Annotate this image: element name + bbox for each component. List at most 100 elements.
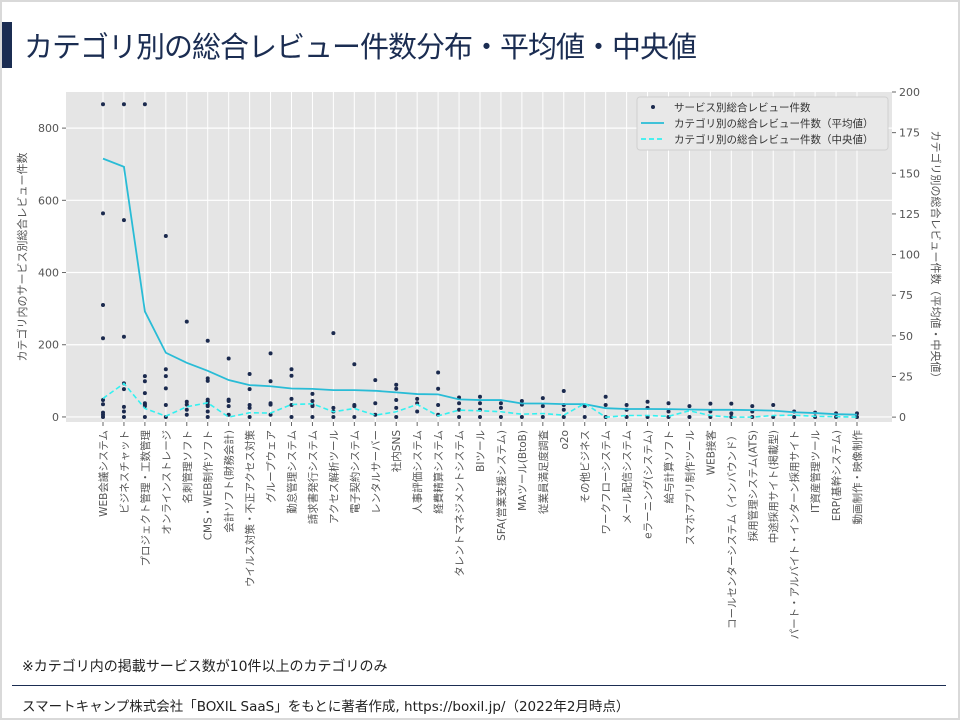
scatter-point [603,394,608,399]
x-tick-label: BIツール [475,430,487,472]
x-tick-label: SFA(営業支援システム) [495,430,508,541]
scatter-point [687,414,692,419]
y-tick-label-right: 175 [899,127,920,140]
axes: WEB会議システム ビジネスチャット プロジェクト管理・工数管理 オンラインストレージ… [38,86,920,639]
scatter-point [436,403,441,408]
scatter-point [394,386,399,391]
scatter-point [457,407,462,412]
legend-scatter-label: サービス別総合レビュー件数 [674,101,811,114]
scatter-point [268,379,273,384]
divider [12,685,946,686]
scatter-point [498,401,503,406]
scatter-point [142,374,147,379]
x-tick-label: WEB接客 [704,430,717,476]
scatter-point [666,401,671,406]
y-tick-label-right: 200 [899,86,920,99]
y-tick-label-left: 0 [52,411,59,424]
legend-scatter-marker [651,105,655,109]
legend-box [636,96,889,151]
scatter-point [729,411,734,416]
y-tick-label-right: 75 [899,289,913,302]
y-axis-label-left: カテゴリ内のサービス別総合レビュー件数 [15,153,29,362]
x-tick-label: 請求書発行システム [306,430,319,524]
x-tick-label: 名刺管理ソフト [181,430,194,504]
x-tick-label: タレントマネジメントシステム [454,430,466,577]
x-tick-label: その他ビジネス [579,430,592,504]
x-tick-label: ワークフローシステム [601,430,613,534]
scatter-point [540,404,545,409]
scatter-point [247,405,252,410]
scatter-point [729,401,734,406]
scatter-point [247,414,252,419]
scatter-point [561,407,566,412]
scatter-point [310,414,315,419]
scatter-point [666,409,671,414]
x-tick-label: MAツール(BtoB) [517,430,529,511]
x-tick-label: 給与計算ソフト [663,430,676,504]
scatter-point [373,401,378,406]
scatter-point [226,356,231,361]
scatter-point [205,404,210,409]
x-tick-label: プロジェクト管理・工数管理 [139,430,152,567]
median-line [102,382,858,418]
y-axis-label-right: カテゴリ別の総合レビュー件数（平均値・中央値） [929,131,943,384]
scatter-point [163,374,168,379]
scatter-point [373,412,378,417]
scatter-point [247,371,252,376]
scatter-point [750,404,755,409]
page-title: カテゴリ別の総合レビュー件数分布・平均値・中央値 [24,30,697,64]
legend-median-label: カテゴリ別の総合レビュー件数（中央値） [674,133,874,146]
scatter-point [268,351,273,356]
scatter-point [331,405,336,410]
scatter-point [205,409,210,414]
x-tick-label: レンタルサーバー [370,430,382,514]
scatter-point [373,378,378,383]
scatter-point [457,414,462,419]
scatter-point [352,404,357,409]
x-tick-label: 人事評価システム [411,430,424,514]
scatter-point [289,373,294,378]
x-tick-label: 会計ソフト(財務会計) [223,430,236,533]
y-tick-label-right: 150 [899,167,920,180]
y-tick-label-right: 25 [899,370,913,383]
scatter-point [163,234,168,239]
scatter-point [415,396,420,401]
scatter-point [394,414,399,419]
x-tick-label: WEB会議システム [97,430,110,517]
x-tick-label: ウイルス対策・不正アクセス対策 [244,430,257,587]
scatter-point [519,399,524,404]
scatter-point [101,303,105,308]
scatter-point [121,414,126,419]
scatter-point [331,331,336,336]
scatter-point [478,401,482,406]
scatter-point [771,403,776,408]
y-tick-label-left: 600 [38,194,59,207]
scatter-point [205,338,210,343]
scatter-point [142,414,147,419]
scatter-point [457,401,462,406]
scatter-point [101,397,105,402]
source-citation: スマートキャンプ株式会社「BOXIL SaaS」をもとに著者作成, https:… [22,699,630,715]
scatter-point [226,399,231,404]
x-tick-label: 採用管理システム(ATS) [746,430,759,541]
scatter-point [121,102,126,107]
scatter-point [687,404,692,409]
scatter-point [163,367,168,372]
y-tick-label-right: 100 [899,249,920,262]
x-tick-label: IT資産管理ツール [809,430,822,513]
scatter-point [310,391,315,396]
y-tick-label-left: 800 [38,122,59,135]
scatter-point [289,396,294,401]
x-tick-label: ビジネスチャット [119,430,131,514]
scatter-point [289,414,294,419]
scatter-point [142,391,147,396]
scatter-point [289,367,294,372]
x-tick-label: コールセンターシステム（インバウンド） [726,430,738,629]
scatter-point [415,409,420,414]
legend-mean-label: カテゴリ別の総合レビュー件数（平均値） [674,117,874,130]
scatter-point [561,414,566,419]
title-accent-bar [2,22,12,68]
scatter-point [729,414,734,419]
scatter-point [310,404,315,409]
